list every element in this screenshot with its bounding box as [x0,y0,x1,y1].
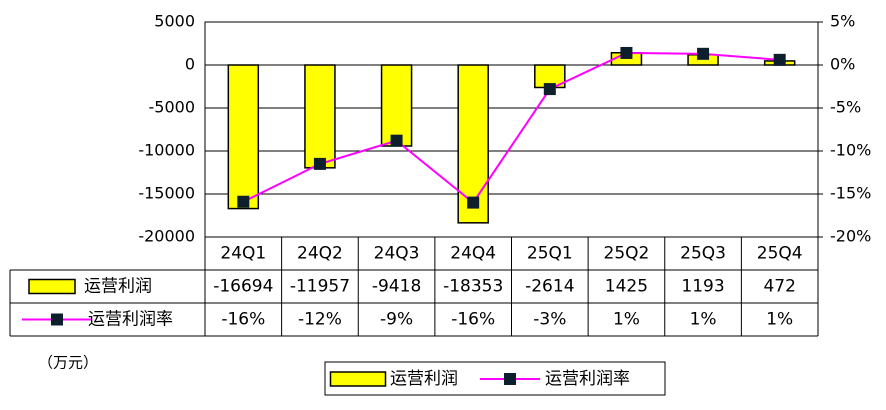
bar [457,64,489,224]
table-cell: -9% [380,310,413,330]
bar [304,64,336,169]
line-marker [390,134,403,147]
table-cell: -16% [451,310,495,330]
legend-swatch [28,278,76,295]
table-cell: -11957 [290,277,350,297]
x-tick-label: 24Q4 [450,244,496,264]
y-tick-label: 5000 [154,12,195,31]
y2-tick-label: -15% [830,184,871,203]
y-tick-label: -5000 [149,98,196,117]
y-tick-label: -10000 [138,141,195,160]
line-marker [313,157,326,170]
y2-tick-label: -5% [830,98,861,117]
table-cell: -3% [533,310,566,330]
x-tick-label: 25Q3 [680,244,726,264]
x-tick-label: 25Q4 [757,244,803,264]
table-cell: 472 [763,277,795,297]
table-cell: -16694 [213,277,273,297]
bar [380,64,413,147]
line-marker [620,46,633,59]
table-cell: 1% [766,310,793,330]
row-label: 运营利润率 [88,310,173,330]
table-cell: 1425 [605,277,648,297]
table-cell: -18353 [443,277,503,297]
legend-marker [504,373,516,385]
x-tick-label: 25Q1 [527,244,573,264]
line-marker [697,47,710,60]
legend-swatch [329,371,387,387]
x-tick-label: 24Q3 [374,244,420,264]
line-marker [543,83,556,96]
legend-marker [51,313,63,326]
line-marker [237,195,250,208]
legend-label: 运营利润 [390,369,458,389]
table-cell: 1193 [681,277,724,297]
table-cell: -16% [221,310,265,330]
table-cell: 1% [613,310,640,330]
x-tick-label: 24Q1 [220,244,266,264]
table-cell: -9418 [372,277,421,297]
line-marker [467,196,480,209]
y2-tick-label: 0% [830,55,855,74]
y-tick-label: 0 [185,55,195,74]
line [242,51,780,205]
table-cell: -2614 [525,277,574,297]
table-cell: 1% [690,310,717,330]
y-tick-label: -15000 [138,184,195,203]
x-tick-label: 24Q2 [297,244,343,264]
line-marker [773,53,786,66]
y2-tick-label: 5% [830,12,855,31]
unit-label: （万元） [38,354,98,372]
y2-tick-label: -20% [830,227,871,246]
row-label: 运营利润 [84,277,152,297]
bar [227,64,260,210]
x-tick-label: 25Q2 [604,244,650,264]
plot-frame [204,21,819,238]
legend-label: 运营利润率 [545,369,630,389]
y2-tick-label: -10% [830,141,871,160]
table-cell: -12% [298,310,342,330]
y-tick-label: -20000 [138,227,195,246]
